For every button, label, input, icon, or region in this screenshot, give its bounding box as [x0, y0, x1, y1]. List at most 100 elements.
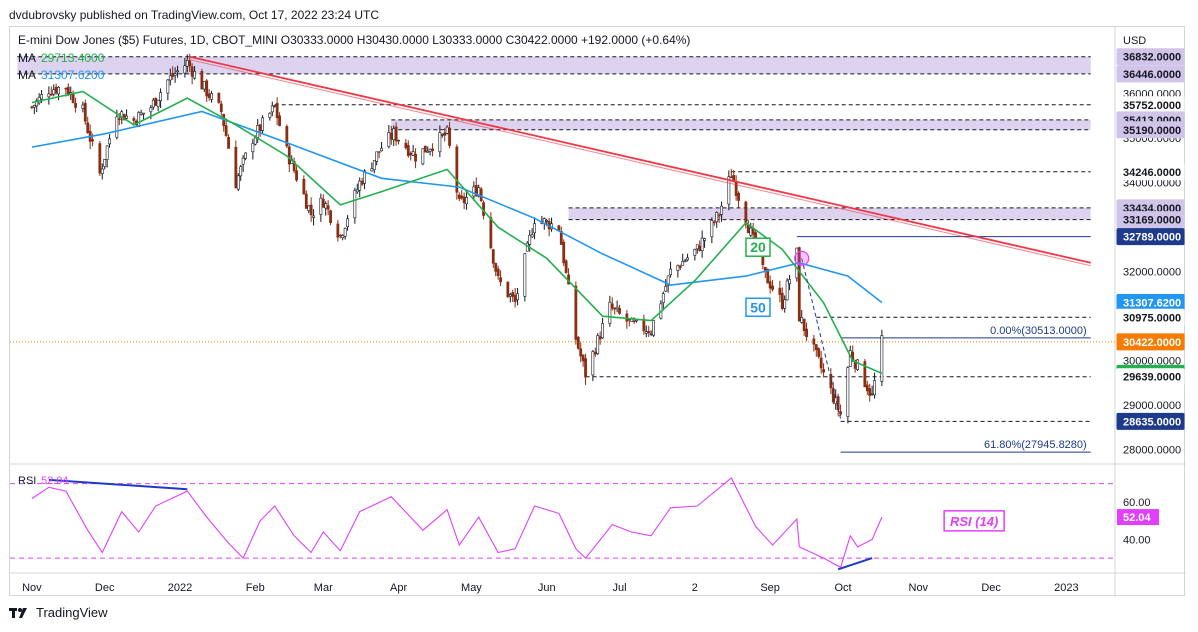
candle-body	[642, 318, 646, 332]
candle-body	[151, 99, 155, 108]
candle-body	[710, 220, 714, 238]
price-label-box	[1116, 308, 1185, 326]
x-tick-label: Nov	[909, 582, 929, 594]
candle-body	[377, 151, 381, 153]
price-label-box	[1116, 211, 1185, 229]
candle-body	[785, 280, 789, 301]
axis-layer: 28000.000029000.000030000.000031000.0000…	[22, 48, 1185, 594]
candle-body	[615, 306, 619, 310]
candle-body	[363, 170, 366, 184]
trendline	[189, 55, 1091, 264]
x-tick-label: 2022	[168, 582, 192, 594]
candle-body	[462, 196, 466, 204]
candle-body	[644, 331, 648, 334]
candle-body	[324, 203, 328, 209]
candle-body	[797, 247, 801, 322]
ma-tag-label-1: 50	[750, 299, 766, 315]
candle-body	[241, 157, 245, 165]
candle-body	[295, 170, 298, 181]
candle-body	[287, 146, 291, 165]
candle-body	[489, 217, 493, 249]
price-label: 32789.0000	[1123, 232, 1181, 244]
candle-body	[729, 176, 733, 179]
candle-body	[74, 102, 77, 108]
x-tick-label: Nov	[22, 582, 42, 594]
x-tick-label: Jun	[538, 582, 556, 594]
candle-body	[103, 159, 107, 167]
candle-body	[720, 205, 723, 215]
candle-body	[358, 180, 362, 191]
price-label: 30422.0000	[1123, 337, 1181, 349]
candle-body	[185, 60, 189, 67]
trendline-edge	[189, 59, 1091, 267]
candle-body	[472, 186, 476, 197]
price-label-box	[1116, 121, 1185, 139]
candle-body	[513, 294, 517, 303]
candle-body	[406, 144, 410, 156]
breakout-circle-marker	[794, 250, 810, 266]
candle-body	[66, 86, 70, 95]
candle-body	[200, 70, 204, 90]
chart-svg[interactable]: 0.00%(30513.0000)61.80%(27945.8280) 2050…	[10, 27, 1186, 597]
legend-layer: E-mini Dow Jones ($5) Futures, 1D, CBOT_…	[18, 33, 1146, 487]
chart-frame: 0.00%(30513.0000) 61.80%(27945.8280) 20 50…	[9, 26, 1186, 597]
candle-body	[372, 160, 376, 171]
candle-body	[426, 151, 430, 153]
candle-body	[591, 351, 595, 376]
zone-2	[568, 207, 1091, 220]
candle-body	[176, 70, 179, 73]
candle-body	[227, 137, 230, 149]
rsi-tag-box	[943, 510, 1005, 532]
candle-body	[865, 384, 869, 392]
ma-tag-box-0	[745, 237, 771, 257]
candle-body	[329, 210, 332, 223]
candle-body	[788, 279, 791, 284]
x-tick-label: Apr	[390, 582, 407, 594]
candle-body	[839, 411, 842, 415]
candle-body	[100, 168, 104, 174]
candle-body	[676, 265, 680, 271]
candle-body	[387, 132, 391, 147]
candle-body	[219, 103, 223, 113]
candle-body	[380, 147, 383, 152]
candle-body	[105, 145, 109, 160]
candle-body	[244, 152, 247, 159]
price-label: 35190.0000	[1123, 125, 1181, 137]
candle-body	[183, 65, 187, 74]
candle-body	[460, 195, 464, 199]
grid-layer	[10, 27, 1186, 597]
candle-body	[681, 261, 685, 266]
candle-body	[270, 105, 274, 113]
candle-body	[193, 71, 196, 79]
price-label-box	[1116, 412, 1185, 430]
candle-body	[873, 380, 876, 396]
ma20-line	[31, 90, 883, 375]
candle-body	[392, 128, 396, 141]
candle-body	[321, 198, 325, 208]
candle-body	[309, 204, 313, 216]
candle-body	[598, 336, 602, 340]
price-label-box	[1116, 333, 1185, 351]
candle-body	[440, 133, 444, 136]
candle-body	[355, 189, 359, 193]
candle-body	[404, 142, 408, 149]
candle-body	[32, 105, 36, 108]
candle-body	[137, 112, 141, 127]
candle-body	[445, 126, 449, 134]
price-label: 36446.0000	[1123, 69, 1181, 81]
candle-body	[139, 112, 143, 115]
candle-body	[508, 294, 512, 297]
candle-body	[205, 80, 209, 97]
candle-body	[737, 192, 740, 201]
price-label: 33169.0000	[1123, 215, 1181, 227]
candle-body	[703, 238, 706, 241]
candle-body	[647, 331, 651, 333]
candle-body	[217, 92, 221, 103]
legend-ma20-label: MA	[18, 51, 36, 65]
legend-ma50-label: MA	[18, 68, 36, 82]
candle-body	[117, 118, 121, 120]
candle-body	[499, 277, 502, 283]
ma50-line	[31, 110, 883, 304]
candle-body	[530, 234, 534, 238]
candle-body	[173, 73, 177, 76]
